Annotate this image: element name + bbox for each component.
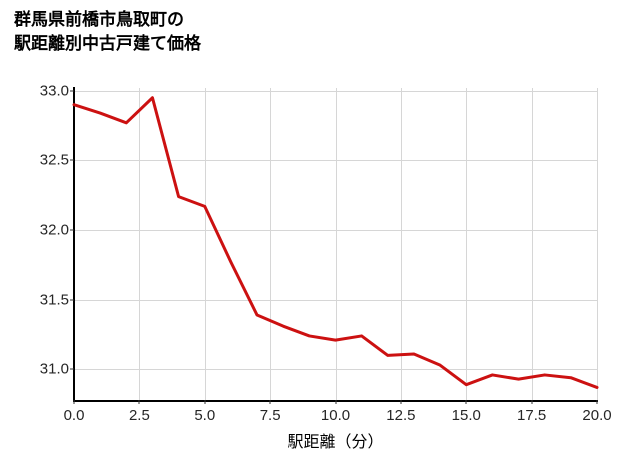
x-tickmark <box>465 400 467 404</box>
y-tickmark <box>70 299 74 301</box>
x-tickmark <box>400 400 402 404</box>
x-tickmark <box>335 400 336 404</box>
x-tickmark <box>531 400 533 404</box>
x-tick-label: 2.5 <box>128 407 150 424</box>
gridline-vertical <box>531 88 533 400</box>
x-tick-label: 17.5 <box>517 407 547 424</box>
y-tickmark <box>70 159 74 161</box>
gridline-vertical <box>335 88 337 400</box>
y-tickmark <box>70 368 74 370</box>
x-tickmark <box>73 400 75 404</box>
y-axis-spine <box>73 87 75 400</box>
x-tick-label: 5.0 <box>194 407 216 424</box>
gridline-vertical <box>597 88 598 400</box>
x-tick-label: 15.0 <box>451 407 481 424</box>
x-tick-label: 0.0 <box>63 407 85 424</box>
x-tick-label: 20.0 <box>582 407 612 424</box>
x-tickmark <box>269 400 271 404</box>
x-tickmark <box>138 400 140 404</box>
y-tickmark <box>70 229 74 231</box>
gridline-vertical <box>139 88 141 400</box>
gridline-vertical <box>204 88 206 400</box>
y-tick-label: 32.0 <box>39 221 69 239</box>
gridline-vertical <box>400 88 402 400</box>
gridline-vertical <box>270 88 272 400</box>
y-tick-label: 32.5 <box>39 151 69 169</box>
x-tick-label: 10.0 <box>320 407 351 424</box>
data-line-series <box>72 96 599 389</box>
y-tick-label: 33.0 <box>39 82 69 100</box>
x-tickmark <box>596 400 598 404</box>
x-tick-label: 12.5 <box>386 407 416 424</box>
plot-area: 31.0 31.5 32.0 32.5 33.0 0.0 2.5 5.0 7.5 10.0 12.… <box>40 82 612 424</box>
chart-title: 群馬県前橋市鳥取町の 駅距離別中古戸建て価格 <box>14 10 201 54</box>
y-tick-label: 31.0 <box>39 360 69 378</box>
y-axis-label: 坪（3.3㎡）単価（万円） <box>0 70 4 390</box>
gridline-vertical <box>466 88 468 400</box>
x-axis-label: 駅距離（分） <box>287 434 384 451</box>
y-tick-label: 31.5 <box>39 291 69 309</box>
x-tick-label: 7.5 <box>259 407 281 424</box>
x-tickmark <box>204 400 206 404</box>
y-tickmark <box>70 90 74 92</box>
